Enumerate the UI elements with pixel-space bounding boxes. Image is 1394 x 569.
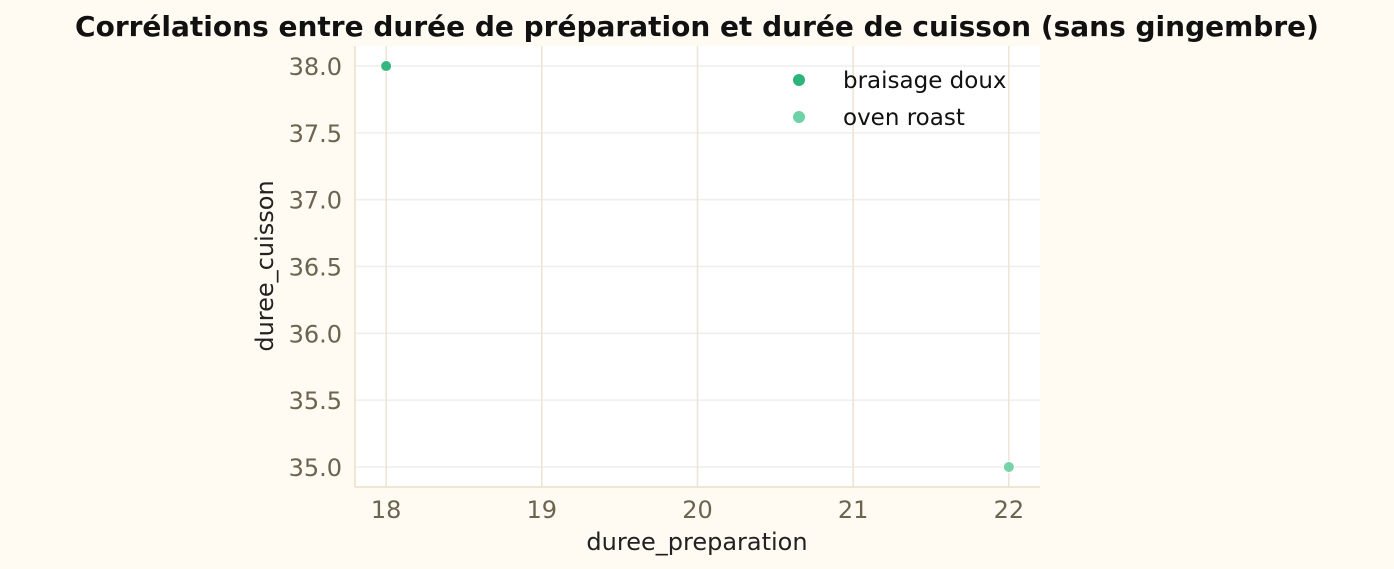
y-tick-label: 36.0 [289,320,342,348]
x-tick-label: 20 [682,496,713,524]
x-axis-ticks: 18 19 20 21 22 [371,496,1024,524]
x-axis-label: duree_preparation [586,528,807,556]
y-tick-label: 35.0 [289,454,342,482]
grid-lines [355,46,1040,487]
x-tick-label: 19 [527,496,558,524]
y-tick-label: 35.5 [289,387,342,415]
legend: braisage doux oven roast [793,68,1007,131]
y-tick-label: 37.0 [289,187,342,215]
legend-marker [793,111,805,123]
y-tick-label: 38.0 [289,53,342,81]
y-tick-label: 36.5 [289,254,342,282]
chart-title: Corrélations entre durée de préparation … [75,10,1319,43]
y-tick-label: 37.5 [289,120,342,148]
legend-label: oven roast [843,105,965,131]
x-tick-label: 22 [994,496,1025,524]
data-point [1002,460,1015,473]
data-point [380,60,393,73]
data-points [380,60,1015,473]
legend-marker [793,74,805,86]
y-axis-label: duree_cuisson [251,180,279,351]
x-tick-label: 21 [838,496,869,524]
x-tick-label: 18 [371,496,402,524]
y-axis-ticks: 35.0 35.5 36.0 36.5 37.0 37.5 38.0 [289,53,342,482]
axis-spines [354,46,1040,488]
legend-label: braisage doux [843,68,1007,94]
